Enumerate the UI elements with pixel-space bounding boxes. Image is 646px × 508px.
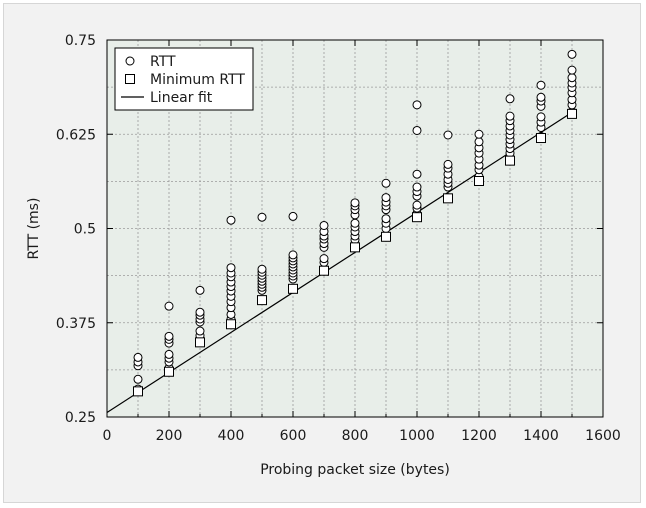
rtt-point	[257, 264, 267, 274]
rtt-point	[381, 178, 391, 188]
minimum-rtt-series	[133, 108, 577, 397]
x-tick-label: 1200	[461, 428, 497, 444]
x-tick-label: 1400	[523, 428, 559, 444]
y-axis-title: RTT (ms)	[26, 198, 42, 260]
rtt-point	[319, 220, 329, 230]
rtt-point	[443, 159, 453, 169]
x-tick-label: 200	[156, 428, 183, 444]
x-tick-label: 1600	[585, 428, 621, 444]
x-tick-label: 800	[342, 428, 369, 444]
rtt-point	[133, 374, 143, 384]
legend-circle-icon	[125, 56, 135, 66]
rtt-point	[164, 301, 174, 311]
y-tick-label: 0.5	[74, 222, 96, 238]
minimum-rtt-point	[350, 242, 360, 253]
minimum-rtt-point	[164, 366, 174, 377]
rtt-point	[288, 250, 298, 260]
y-tick-label: 0.75	[65, 33, 96, 49]
legend: RTT Minimum RTT Linear fit	[114, 47, 254, 111]
rtt-point	[350, 198, 360, 208]
rtt-point	[133, 352, 143, 362]
rtt-point	[195, 285, 205, 295]
rtt-point	[505, 111, 515, 121]
rtt-point	[164, 331, 174, 341]
rtt-point	[536, 92, 546, 102]
rtt-point	[350, 218, 360, 228]
legend-item-rtt: RTT	[125, 54, 176, 70]
rtt-point	[536, 112, 546, 122]
y-tick-label: 0.625	[56, 127, 96, 143]
rtt-point	[257, 212, 267, 222]
minimum-rtt-point	[381, 231, 391, 242]
rtt-point	[412, 200, 422, 210]
minimum-rtt-point	[443, 193, 453, 204]
minimum-rtt-point	[412, 212, 422, 223]
rtt-point	[443, 130, 453, 140]
rtt-point	[474, 137, 484, 147]
legend-label-rtt: RTT	[150, 54, 176, 70]
rtt-point	[567, 65, 577, 75]
legend-label-linear-fit: Linear fit	[150, 90, 213, 106]
plot-frame	[106, 39, 604, 418]
legend-box	[114, 47, 254, 111]
rtt-point	[505, 94, 515, 104]
x-axis-title: Probing packet size (bytes)	[260, 462, 450, 478]
minimum-rtt-point	[567, 108, 577, 119]
legend-item-linear-fit: Linear fit	[121, 90, 213, 106]
minimum-rtt-point	[536, 133, 546, 144]
minimum-rtt-point	[195, 337, 205, 348]
rtt-point	[412, 182, 422, 192]
x-tick-label: 0	[103, 428, 112, 444]
rtt-point	[412, 100, 422, 110]
rtt-point	[319, 254, 329, 264]
rtt-point	[381, 193, 391, 203]
minimum-rtt-point	[288, 283, 298, 294]
legend-item-minimum-rtt: Minimum RTT	[125, 72, 245, 88]
rtt-point	[567, 73, 577, 83]
rtt-point	[226, 263, 236, 273]
chart-figure: 0 200 400 600 800 1000 1200 1400 1600 0.25 0.375 0…	[3, 3, 641, 503]
x-tick-label: 400	[218, 428, 245, 444]
minimum-rtt-point	[319, 265, 329, 276]
rtt-point	[226, 215, 236, 225]
minimum-rtt-point	[257, 295, 267, 306]
minimum-rtt-point	[505, 155, 515, 166]
scatter-chart: 0 200 400 600 800 1000 1200 1400 1600 0.250.3750…	[26, 33, 621, 478]
linear-fit-series	[106, 111, 573, 413]
rtt-point	[474, 129, 484, 139]
legend-square-icon	[125, 74, 135, 84]
rtt-point	[567, 49, 577, 59]
minimum-rtt-point	[133, 386, 143, 397]
rtt-point	[412, 125, 422, 135]
y-tick-label: 0.25	[65, 410, 96, 426]
rtt-point	[195, 326, 205, 336]
y-axis-ticks: 0.25 0.375 0.5 0.625 0.75	[56, 33, 603, 426]
rtt-point	[412, 169, 422, 179]
legend-label-minimum-rtt: Minimum RTT	[150, 72, 245, 88]
linear-fit-line	[106, 111, 573, 413]
rtt-point	[195, 307, 205, 317]
rtt-point	[381, 214, 391, 224]
x-axis-ticks: 0 200 400 600 800 1000 1200 1400 1600	[103, 40, 621, 444]
y-tick-label: 0.375	[56, 316, 96, 332]
minimum-rtt-point	[474, 175, 484, 186]
rtt-point	[288, 211, 298, 221]
minimum-rtt-point	[226, 319, 236, 330]
x-tick-label: 1000	[399, 428, 435, 444]
rtt-point	[164, 349, 174, 359]
rtt-point	[536, 80, 546, 90]
x-tick-label: 600	[280, 428, 307, 444]
